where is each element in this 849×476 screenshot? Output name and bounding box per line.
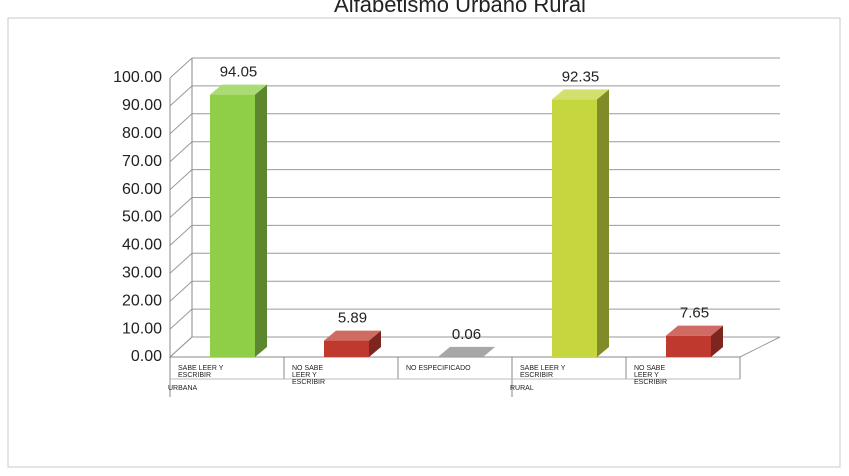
grid-line-side <box>169 252 193 274</box>
value-label: 92.35 <box>562 68 600 85</box>
y-tick-label: 100.00 <box>113 69 162 86</box>
chart-title: Alfabetismo Urbano Rural <box>334 0 586 17</box>
y-tick-label: 10.00 <box>122 320 162 337</box>
y-tick-label: 50.00 <box>122 209 162 226</box>
value-label: 0.06 <box>452 326 481 343</box>
y-tick-label: 80.00 <box>122 125 162 142</box>
x-tick-label: NO SABE LEER Y ESCRIBIR <box>292 365 326 386</box>
y-tick-label: 70.00 <box>122 153 162 170</box>
y-tick-label: 90.00 <box>122 97 162 114</box>
grid-line-side <box>169 197 193 218</box>
bar-top <box>552 89 609 100</box>
bar-top <box>666 325 723 336</box>
y-tick-label: 60.00 <box>122 181 162 198</box>
bar-side <box>369 330 381 357</box>
bar <box>210 94 255 358</box>
chart-frame <box>7 17 841 468</box>
bar-side <box>711 325 723 357</box>
bar <box>666 335 711 357</box>
grid-line-side <box>169 113 193 135</box>
bar-side <box>597 89 609 357</box>
y-tick-label: 20.00 <box>122 292 162 309</box>
bar <box>324 340 369 357</box>
bar-side <box>483 346 495 357</box>
grid-line-side <box>169 169 193 190</box>
grid-line-side <box>169 308 193 330</box>
bar-top <box>438 346 495 357</box>
y-tick-label: 30.00 <box>122 265 162 282</box>
x-tick-label: NO SABE LEER Y ESCRIBIR <box>634 365 668 386</box>
grid-line-side <box>169 225 193 246</box>
grid-line-side <box>169 57 193 79</box>
bar-side <box>255 84 267 358</box>
group-label: RURAL <box>510 385 534 392</box>
group-label: URBANA <box>168 385 198 392</box>
grid-line-side <box>169 336 193 358</box>
x-tick-label: SABE LEER Y ESCRIBIR <box>520 365 566 379</box>
bar-top <box>210 84 267 95</box>
x-tick-label: SABE LEER Y ESCRIBIR <box>178 365 224 379</box>
bar-top <box>324 330 381 341</box>
y-tick-label: 40.00 <box>122 237 162 254</box>
grid-line-side <box>169 141 193 163</box>
bar <box>552 99 597 357</box>
grid-line-side <box>169 85 193 107</box>
value-label: 7.65 <box>680 305 709 322</box>
x-tick-label: NO ESPECIFICADO <box>406 365 471 372</box>
grid-line-side <box>169 280 193 302</box>
y-tick-label: 0.00 <box>131 348 162 365</box>
value-label: 5.89 <box>338 310 367 327</box>
value-label: 94.05 <box>220 64 258 81</box>
